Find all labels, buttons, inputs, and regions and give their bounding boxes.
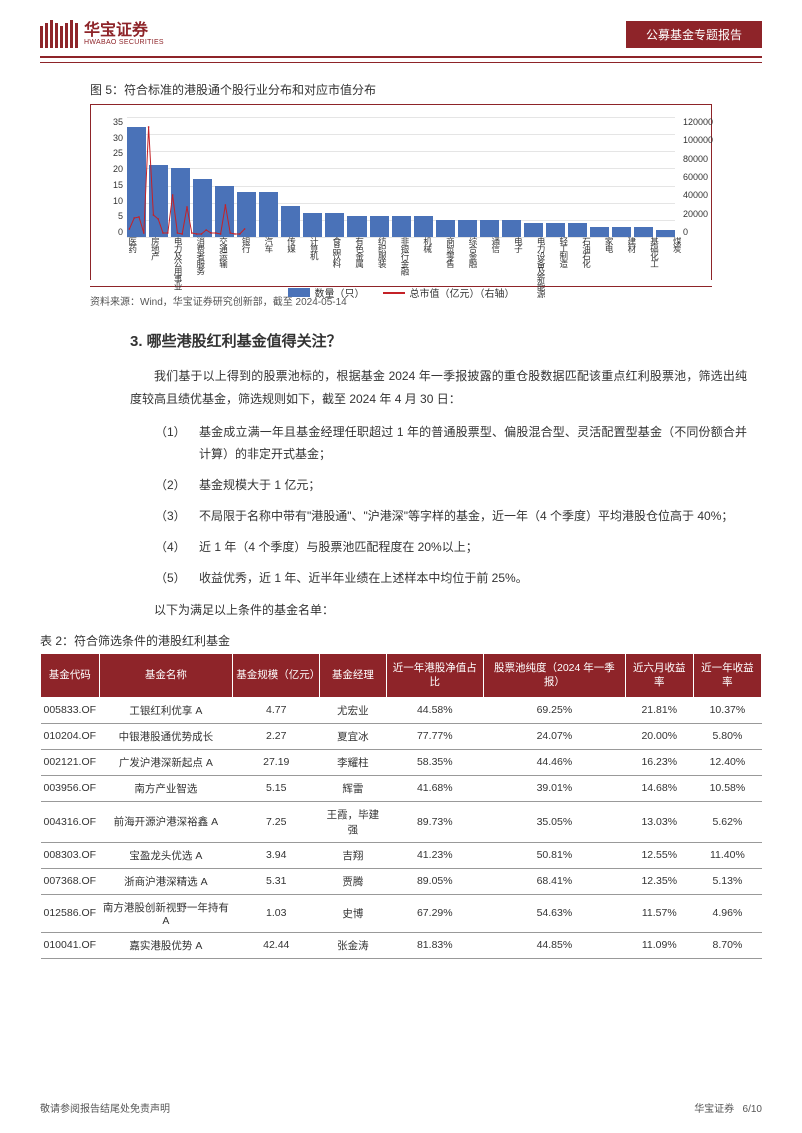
table-row: 007368.OF浙商沪港深精选 A5.31贾腾89.05%68.41%12.3… xyxy=(41,868,762,894)
bar xyxy=(281,206,300,237)
bar xyxy=(502,220,521,237)
footer-page: 6/10 xyxy=(743,1104,762,1115)
bar xyxy=(612,227,631,237)
bar xyxy=(414,216,433,237)
section-heading: 3. 哪些港股红利基金值得关注？ xyxy=(130,330,802,351)
bar xyxy=(634,227,653,237)
list-item: （5）收益优秀，近 1 年、近半年业绩在上述样本中均位于前 25%。 xyxy=(155,567,747,590)
logo-icon xyxy=(40,20,78,48)
table-header: 基金经理 xyxy=(320,654,386,697)
bar xyxy=(458,220,477,237)
bar xyxy=(149,165,168,237)
table-header: 基金规模（亿元） xyxy=(233,654,320,697)
table-header: 近六月收益率 xyxy=(625,654,693,697)
footer-company: 华宝证券 xyxy=(694,1104,734,1115)
rule-top2 xyxy=(40,62,762,63)
bar xyxy=(568,223,587,237)
rule-top xyxy=(40,56,762,58)
bar xyxy=(259,192,278,237)
table-title: 表 2：符合筛选条件的港股红利基金 xyxy=(40,632,762,649)
list-item: （1）基金成立满一年且基金经理任职超过 1 年的普通股票型、偏股混合型、灵活配置… xyxy=(155,421,747,467)
table-header: 近一年收益率 xyxy=(693,654,761,697)
header: 华宝证券 HWABAO SECURITIES 公募基金专题报告 xyxy=(0,0,802,56)
table-row: 005833.OF工银红利优享 A4.77尤宏业44.58%69.25%21.8… xyxy=(41,697,762,723)
list-item: （4）近 1 年（4 个季度）与股票池匹配程度在 20%以上； xyxy=(155,536,747,559)
bar xyxy=(480,220,499,237)
bar xyxy=(370,216,389,237)
criteria-list: （1）基金成立满一年且基金经理任职超过 1 年的普通股票型、偏股混合型、灵活配置… xyxy=(155,421,747,590)
table-body: 005833.OF工银红利优享 A4.77尤宏业44.58%69.25%21.8… xyxy=(41,697,762,958)
y-axis-right: 120000100000800006000040000200000 xyxy=(683,117,713,237)
bar xyxy=(546,223,565,237)
bar xyxy=(237,192,256,237)
bar xyxy=(215,186,234,237)
bar xyxy=(590,227,609,237)
table-header: 近一年港股净值占比 xyxy=(386,654,484,697)
y-axis-left: 35302520151050 xyxy=(101,117,123,237)
bar xyxy=(325,213,344,237)
footer: 敬请参阅报告结尾处免责声明 华宝证券 6/10 xyxy=(40,1100,762,1115)
list-item: （3）不局限于名称中带有"港股通"、"沪港深"等字样的基金，近一年（4 个季度）… xyxy=(155,505,747,528)
bar xyxy=(436,220,455,237)
table-header: 股票池纯度（2024 年一季报） xyxy=(484,654,626,697)
bar xyxy=(524,223,543,237)
bar xyxy=(656,230,675,237)
bar xyxy=(303,213,322,237)
logo-en: HWABAO SECURITIES xyxy=(84,39,164,46)
intro-paragraph: 我们基于以上得到的股票池标的，根据基金 2024 年一季报披露的重仓股数据匹配该… xyxy=(130,365,747,411)
fund-table: 基金代码基金名称基金规模（亿元）基金经理近一年港股净值占比股票池纯度（2024 … xyxy=(40,653,762,958)
x-axis-labels: 医药房地产电力及公用事业消费者服务交通运输银行汽车传媒计算机食品饮料有色金属纺织… xyxy=(119,237,683,312)
table-row: 003956.OF南方产业智选5.15辉雷41.68%39.01%14.68%1… xyxy=(41,775,762,801)
table-row: 002121.OF广发沪港深新起点 A27.19李耀柱58.35%44.46%1… xyxy=(41,749,762,775)
logo: 华宝证券 HWABAO SECURITIES xyxy=(40,20,164,48)
report-type-badge: 公募基金专题报告 xyxy=(626,21,762,48)
table-row: 008303.OF宝盈龙头优选 A3.94吉翔41.23%50.81%12.55… xyxy=(41,842,762,868)
footer-disclaimer: 敬请参阅报告结尾处免责声明 xyxy=(40,1100,170,1115)
list-item: （2）基金规模大于 1 亿元； xyxy=(155,474,747,497)
chart-container: 35302520151050 1200001000008000060000400… xyxy=(90,104,712,280)
table-row: 010204.OF中银港股通优势成长2.27夏宜冰77.77%24.07%20.… xyxy=(41,723,762,749)
table-row: 012586.OF南方港股创新视野一年持有 A1.03史博67.29%54.63… xyxy=(41,894,762,932)
table-row: 004316.OF前海开源沪港深裕鑫 A7.25王霞，毕建强89.73%35.0… xyxy=(41,801,762,842)
table-header-row: 基金代码基金名称基金规模（亿元）基金经理近一年港股净值占比股票池纯度（2024 … xyxy=(41,654,762,697)
bar xyxy=(392,216,411,237)
table-row: 010041.OF嘉实港股优势 A42.44张金涛81.83%44.85%11.… xyxy=(41,932,762,958)
table-header: 基金名称 xyxy=(99,654,233,697)
outro-paragraph: 以下为满足以上条件的基金名单： xyxy=(130,599,747,622)
bar xyxy=(347,216,366,237)
table-header: 基金代码 xyxy=(41,654,100,697)
logo-cn: 华宝证券 xyxy=(84,23,164,39)
chart-bars xyxy=(127,117,675,237)
bar xyxy=(127,127,146,237)
bar xyxy=(171,168,190,237)
bar xyxy=(193,179,212,237)
figure-title: 图 5：符合标准的港股通个股行业分布和对应市值分布 xyxy=(90,81,762,98)
